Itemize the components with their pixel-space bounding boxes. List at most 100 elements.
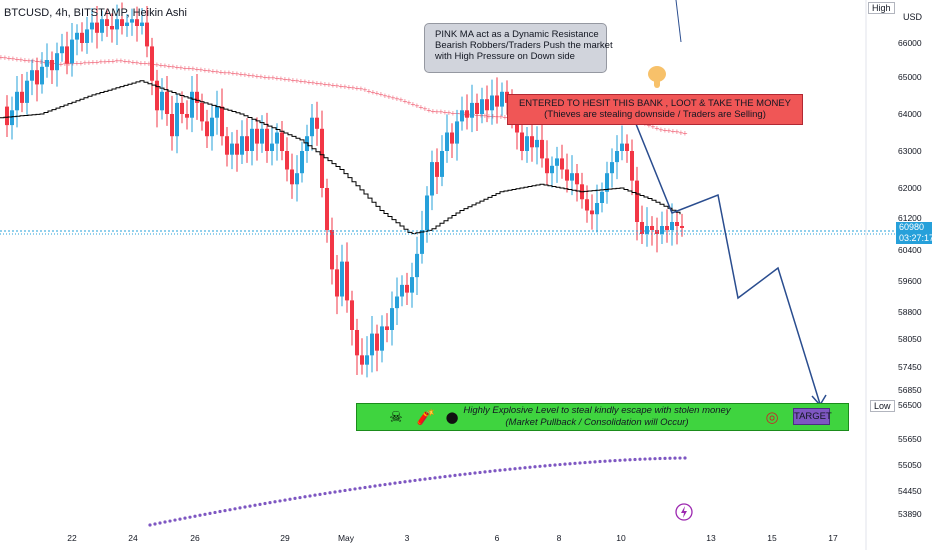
price-tick-label: 56500 [898,400,922,410]
purple-ma-dot [148,523,152,527]
candle-body [185,114,189,118]
candle-body [355,330,359,356]
pink-ma-mark: + [182,64,188,72]
candle-body [240,136,244,155]
pink-ma-mark: + [370,88,376,96]
candle-body [285,151,289,170]
pink-ma-mark: + [58,60,64,68]
pink-ma-mark: + [70,60,76,68]
pink-ma-mark: + [230,70,236,78]
pink-ma-mark: + [354,85,360,93]
pink-ma-mark: + [302,78,308,86]
pink-ma-mark: + [258,73,264,81]
purple-ma-dot [673,456,677,460]
currency-label[interactable]: USD [903,12,923,22]
purple-ma-dot [603,459,607,463]
pink-ma-mark: + [378,91,384,99]
time-tick-label: 29 [280,533,290,543]
high-tag: High [868,2,895,14]
callout-line2: Bearish Robbers/Traders Push the market [435,40,613,51]
pink-ma-mark: + [250,72,256,80]
pink-ma-mark: + [442,109,448,117]
purple-ma-dot [313,493,317,497]
purple-ma-dot [493,469,497,473]
target-box[interactable]: ☠ 🧨 ● Highly Explosive Level to steal ki… [356,403,849,431]
candle-body [305,136,309,151]
low-tag: Low [870,400,895,412]
price-tick-label: 59600 [898,276,922,286]
time-tick-label: May [338,533,355,543]
pink-ma-mark: + [414,102,420,110]
candle-body [575,173,579,185]
pink-ma-mark: + [174,63,180,71]
lightning-icon[interactable] [675,503,693,521]
candle-body [310,117,314,137]
price-tick-label: 58800 [898,307,922,317]
candle-body [535,139,539,148]
purple-ma-dot [428,476,432,481]
purple-ma-dot [643,457,647,461]
pink-ma-mark: + [278,75,284,83]
purple-ma-dot [583,460,587,465]
candle-body [385,326,389,330]
purple-ma-dot [573,461,577,465]
purple-ma-dot [478,470,482,475]
price-tick-label: 55650 [898,434,922,444]
callout-note[interactable]: PINK MA act as a Dynamic Resistance Bear… [424,23,613,73]
pink-ma-mark: + [78,59,84,67]
purple-ma-dot [668,456,672,460]
candle-body [260,128,264,144]
purple-ma-dot [533,465,537,469]
time-axis: 22 24 26 29 May 3 6 8 10 13 15 17 [67,533,838,543]
purple-ma-dot [588,460,592,464]
candle-body [110,26,114,30]
purple-ma-dot [438,475,442,479]
pink-ma-mark: + [138,59,144,67]
pink-ma-mark: + [678,129,684,137]
candle-body [625,143,629,151]
purple-ma-dot [558,462,562,467]
candle-body [485,99,489,111]
candle-body [420,230,424,254]
candle-body [40,66,44,85]
pink-ma-mark: + [94,58,100,66]
candle-body [65,46,69,64]
candle-body [165,91,169,114]
pink-ma-mark: + [14,55,20,63]
pink-ma-mark: + [286,76,292,84]
time-tick-label: 13 [706,533,716,543]
purple-ma-dot [358,486,362,490]
pink-ma-mark: + [298,78,304,86]
pink-ma-mark: + [170,63,176,71]
candle-body [345,261,349,301]
pink-ma-mark: + [374,90,380,98]
pink-ma-mark: + [306,79,312,87]
pink-ma-mark: + [226,69,232,77]
candle-body [155,80,159,111]
pink-ma-mark: + [234,70,240,78]
candle-body [215,106,219,118]
entry-box[interactable]: ENTERED TO HESIT THIS BANK , LOOT & TAKE… [507,94,803,125]
pink-ma-mark: + [398,96,404,104]
symbol-title[interactable]: BTCUSD, 4h, BITSTAMP, Heikin Ashi [4,7,187,19]
bomb-icon: ● [445,408,459,426]
pink-ma-mark: + [206,67,212,75]
candle-body [170,114,174,137]
pink-ma-mark: + [90,59,96,67]
candle-body [445,132,449,151]
time-tick-label: 3 [405,533,410,543]
pink-ma-mark: + [294,77,300,85]
annotation-line [675,0,682,43]
pink-ma-mark: + [382,92,388,100]
pink-ma-mark: + [266,74,272,82]
pink-ma-mark: + [238,71,244,79]
purple-ma-dot [513,467,517,471]
purple-ma-dot [183,516,187,520]
pink-ma-mark: + [154,61,160,69]
candle-body [645,226,649,234]
purple-ma-dot [473,471,477,475]
purple-ma-dot [253,503,257,507]
candle-body [115,19,119,30]
purple-ma-dot [483,470,487,474]
